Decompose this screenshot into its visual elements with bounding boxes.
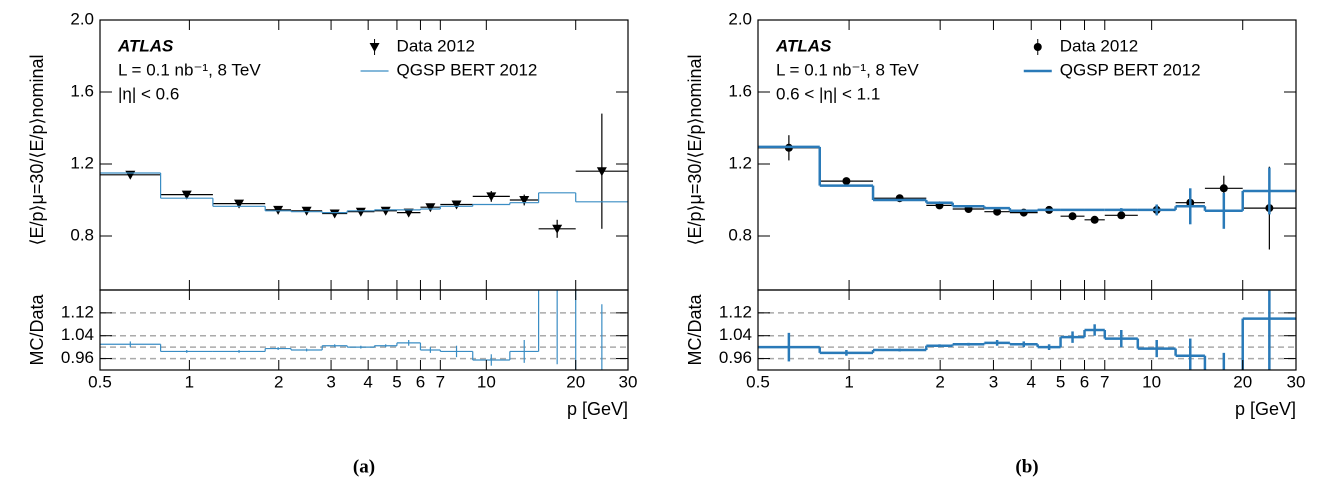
x-tick-label: 10 xyxy=(477,372,496,391)
x-tick-label: 2 xyxy=(935,372,944,391)
x-tick-label: 1 xyxy=(185,372,194,391)
x-tick-label: 10 xyxy=(1142,372,1161,391)
annotation: 0.6 < |η| < 1.1 xyxy=(776,84,880,103)
y-tick-label: 1.6 xyxy=(728,81,752,100)
y-axis-label: MC/Data xyxy=(685,294,705,366)
x-tick-label: 7 xyxy=(1100,372,1109,391)
data-point xyxy=(1117,211,1126,220)
annotation: ATLAS xyxy=(775,36,832,55)
data-point xyxy=(403,208,414,218)
legend-label: QGSP BERT 2012 xyxy=(397,60,538,79)
data-point xyxy=(519,196,530,205)
data-point xyxy=(425,203,436,213)
data-point xyxy=(842,177,851,186)
plot-area xyxy=(100,290,603,370)
x-tick-label: 3 xyxy=(326,372,335,391)
frame xyxy=(99,289,629,371)
data-point xyxy=(1219,184,1228,193)
y-tick-label: 1.6 xyxy=(70,81,94,100)
y-tick-label: 1.12 xyxy=(61,302,94,321)
y-tick-label: 1.2 xyxy=(70,153,94,172)
y-tick-label: 2.0 xyxy=(728,9,752,28)
y-axis-label: ⟨E/p⟩μ=30/⟨E/p⟩nominal xyxy=(27,54,47,245)
y-tick-label: 0.96 xyxy=(61,348,94,367)
legend-swatch xyxy=(369,43,380,52)
y-axis-label: MC/Data xyxy=(27,294,47,366)
x-tick-label: 2 xyxy=(274,372,283,391)
x-tick-label: 1 xyxy=(844,372,853,391)
y-tick-label: 0.8 xyxy=(70,225,94,244)
x-tick-label: 5 xyxy=(1056,372,1065,391)
x-tick-label: 20 xyxy=(1233,372,1252,391)
x-tick-label: 3 xyxy=(989,372,998,391)
y-tick-label: 2.0 xyxy=(70,9,94,28)
legend-label: Data 2012 xyxy=(397,36,475,55)
x-tick-label: 5 xyxy=(392,372,401,391)
x-axis-label: p [GeV] xyxy=(1235,399,1296,419)
plot-area xyxy=(758,290,1296,370)
x-axis-label: p [GeV] xyxy=(567,399,628,419)
annotation: ATLAS xyxy=(117,36,174,55)
x-tick-label: 30 xyxy=(619,372,638,391)
x-tick-label: 4 xyxy=(363,372,372,391)
annotation: L = 0.1 nb⁻¹, 8 TeV xyxy=(118,60,261,79)
x-tick-label: 0.5 xyxy=(88,372,112,391)
data-point xyxy=(486,192,497,202)
data-point xyxy=(329,209,340,219)
plot-area xyxy=(100,113,628,238)
x-tick-label: 6 xyxy=(1080,372,1089,391)
plot-area xyxy=(758,135,1296,250)
x-tick-label: 4 xyxy=(1027,372,1036,391)
x-tick-label: 0.5 xyxy=(746,372,770,391)
data-point xyxy=(234,199,245,209)
caption: (b) xyxy=(1015,456,1038,477)
data-point xyxy=(1068,212,1077,221)
x-tick-label: 7 xyxy=(436,372,445,391)
data-point xyxy=(355,207,366,217)
y-tick-label: 1.12 xyxy=(719,302,752,321)
y-tick-label: 0.8 xyxy=(728,225,752,244)
data-point xyxy=(596,167,607,177)
y-tick-label: 1.04 xyxy=(61,325,94,344)
data-point xyxy=(380,206,391,216)
x-tick-label: 20 xyxy=(566,372,585,391)
data-point xyxy=(993,207,1002,216)
y-tick-label: 0.96 xyxy=(719,348,752,367)
caption: (a) xyxy=(353,456,375,477)
y-axis-label: ⟨E/p⟩μ=30/⟨E/p⟩nominal xyxy=(685,54,705,245)
y-tick-label: 1.2 xyxy=(728,153,752,172)
data-point xyxy=(181,190,192,200)
legend-label: Data 2012 xyxy=(1060,36,1138,55)
legend-swatch xyxy=(1033,43,1042,51)
annotation: |η| < 0.6 xyxy=(118,84,179,103)
data-point xyxy=(1090,215,1099,224)
y-tick-label: 1.04 xyxy=(719,325,752,344)
frame xyxy=(757,289,1297,371)
x-tick-label: 6 xyxy=(416,372,425,391)
legend-label: QGSP BERT 2012 xyxy=(1060,60,1201,79)
annotation: L = 0.1 nb⁻¹, 8 TeV xyxy=(776,60,919,79)
data-point xyxy=(451,200,462,210)
x-tick-label: 30 xyxy=(1287,372,1306,391)
data-point xyxy=(552,224,563,234)
